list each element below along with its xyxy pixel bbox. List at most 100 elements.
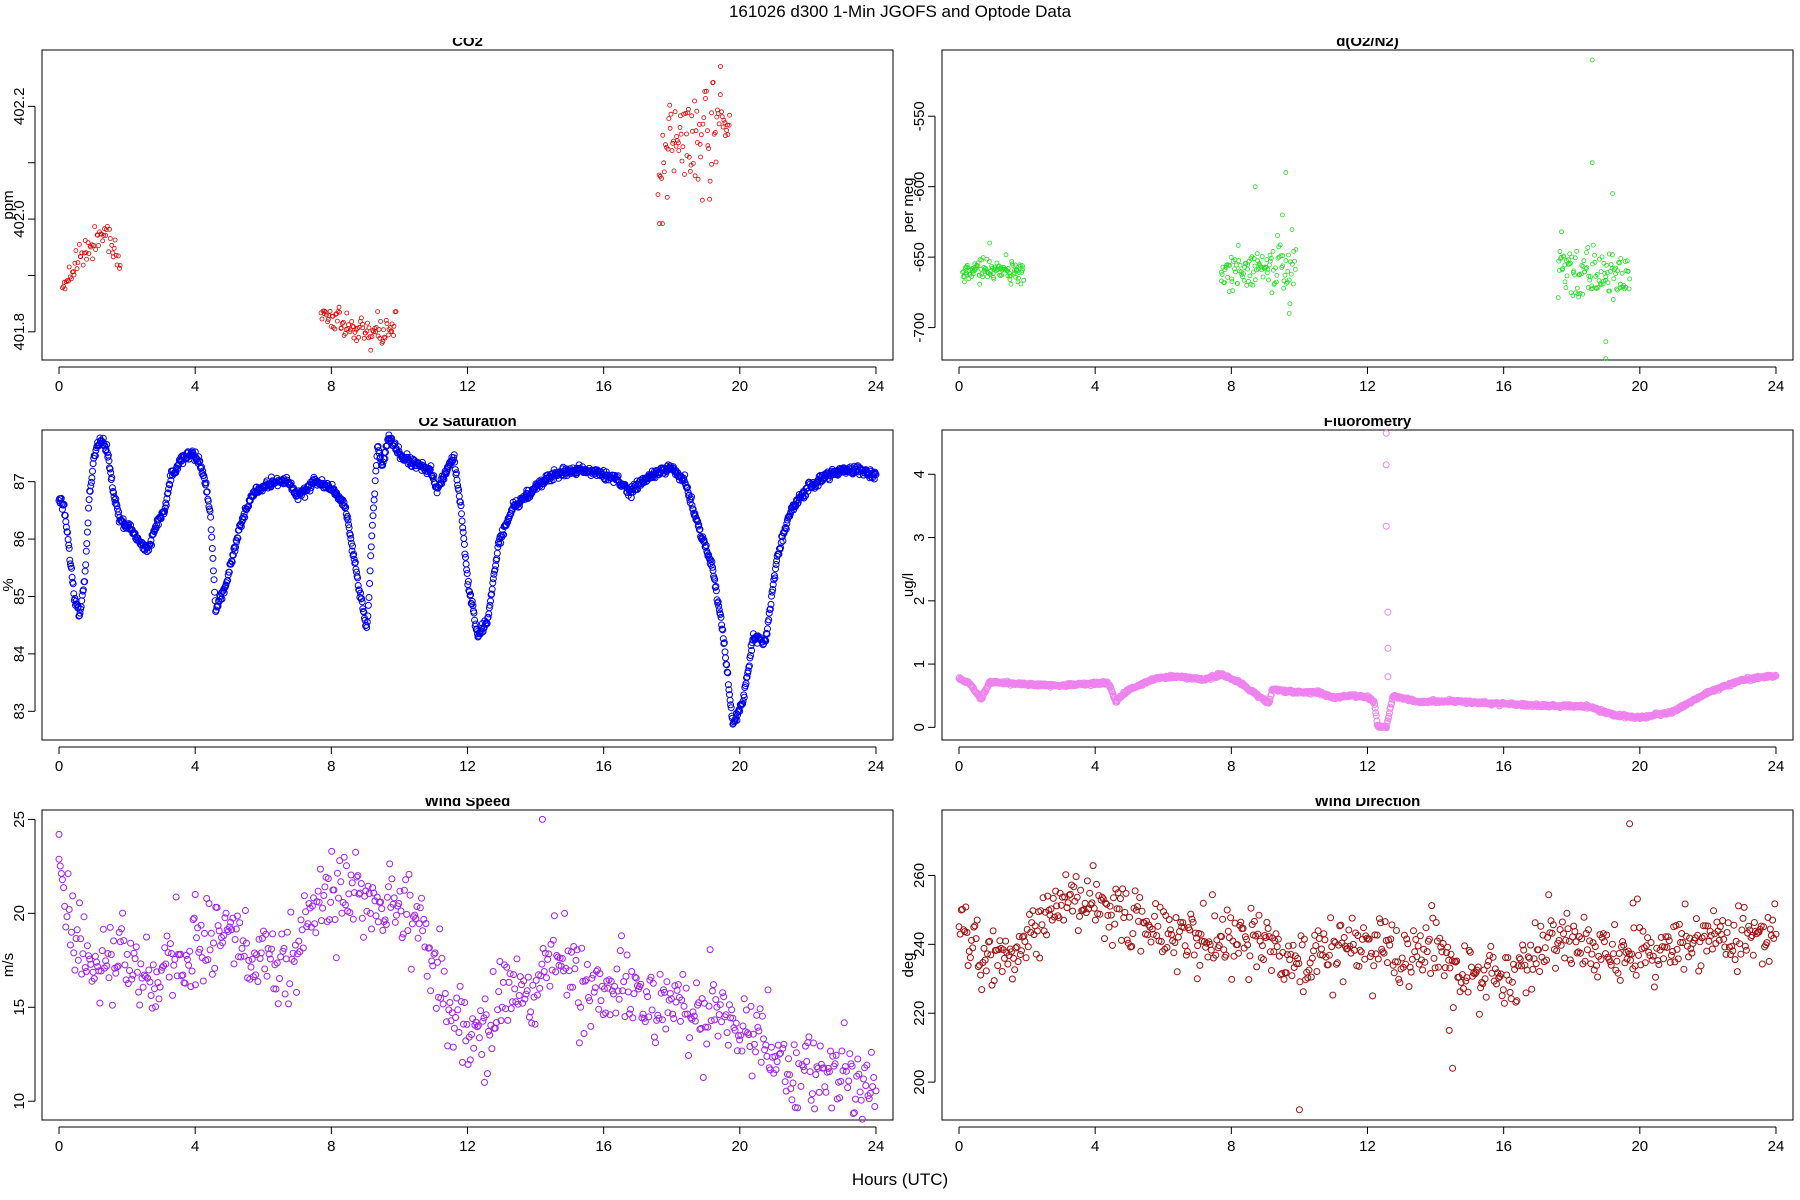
fluoro-point [1266, 695, 1274, 703]
wspd-point [423, 972, 431, 980]
wdir-point [1552, 964, 1559, 972]
wdir-point [1345, 926, 1353, 934]
wdir-point [1599, 930, 1607, 938]
co2-point [376, 326, 382, 332]
wspd-point [648, 1006, 656, 1014]
wspd-point [270, 985, 278, 993]
fluoro-point [1771, 671, 1779, 679]
wdir-point [1103, 900, 1111, 908]
o2sat-point [191, 448, 199, 456]
o2sat-point [349, 542, 356, 550]
wdir-point [1525, 954, 1533, 962]
wspd-point [571, 965, 579, 973]
wdir-point [1179, 919, 1187, 927]
fluoro-point [1383, 724, 1390, 732]
o2n2-point [1603, 356, 1609, 362]
wspd-point [148, 1004, 156, 1012]
wdir-point [1649, 952, 1657, 960]
wspd-point [199, 977, 207, 985]
wdir-point [1026, 910, 1033, 918]
wdir-point [1436, 934, 1444, 942]
wdir-point [1630, 924, 1638, 932]
wspd-point [437, 994, 445, 1002]
wdir-x-tick-label: 8 [1227, 1138, 1235, 1155]
o2n2-point [1225, 274, 1231, 280]
o2n2-point [1615, 287, 1620, 293]
o2sat-point [85, 496, 93, 504]
wspd-point [272, 985, 280, 993]
co2-point [100, 238, 106, 244]
wdir-x-tick-label: 16 [1495, 1138, 1512, 1155]
wdir-point [1633, 895, 1641, 903]
wspd-y-tick-label: 10 [11, 1093, 28, 1110]
co2-point [672, 109, 678, 115]
wspd-point [538, 815, 546, 823]
wdir-point [1089, 862, 1097, 870]
wspd-point [750, 1040, 758, 1048]
o2sat-point [718, 621, 726, 629]
o2sat-point [768, 592, 775, 600]
wspd-point [764, 986, 772, 994]
wdir-point [1403, 935, 1411, 943]
o2n2-point [1287, 301, 1293, 307]
wspd-point [710, 981, 717, 989]
wspd-point [222, 909, 230, 917]
wspd-point [720, 993, 728, 1001]
wspd-point [363, 907, 371, 915]
wspd-point [496, 958, 504, 965]
wspd-point [699, 1074, 707, 1081]
wspd-point [104, 950, 112, 957]
o2sat-point [148, 541, 156, 549]
wdir-point [1263, 918, 1271, 926]
wdir-point [1022, 954, 1030, 962]
wspd-point [800, 1066, 808, 1074]
wdir-point [1400, 931, 1408, 939]
o2n2-point [1021, 277, 1027, 283]
wspd-point [724, 1041, 732, 1049]
wspd-point [820, 1064, 828, 1072]
fluoro-point [1772, 672, 1780, 680]
fluoro-point [1388, 699, 1396, 707]
o2sat-point [202, 479, 210, 487]
wspd-point [597, 997, 605, 1005]
o2sat-point [462, 553, 469, 561]
o2sat-point [748, 647, 756, 654]
wdir-point [1475, 1010, 1483, 1018]
wspd-point [83, 942, 91, 950]
wdir-point [1275, 952, 1283, 960]
o2sat-point [366, 567, 374, 575]
wdir-y-tick-label: 240 [911, 932, 928, 957]
wspd-point [817, 1060, 825, 1068]
o2n2-point [1618, 256, 1624, 261]
o2n2-point [1012, 262, 1018, 268]
wdir-point [1566, 956, 1574, 964]
wspd-y-tick-label: 15 [11, 999, 28, 1016]
wdir-point [970, 923, 978, 931]
o2n2-point [1288, 271, 1294, 277]
co2-point [336, 304, 342, 310]
o2sat-point [709, 563, 716, 571]
wdir-point [1033, 927, 1041, 935]
wdir-point [1058, 893, 1066, 901]
wdir-y-tick-label: 220 [911, 1001, 928, 1026]
fluoro-point [1382, 429, 1390, 437]
wdir-point [1007, 948, 1015, 956]
wspd-point [773, 1058, 781, 1066]
wspd-point [290, 958, 298, 965]
o2sat-point [244, 503, 251, 511]
o2sat-point [210, 576, 218, 584]
o2sat-point [374, 442, 382, 450]
co2-point [346, 322, 351, 328]
wspd-point [86, 955, 94, 963]
o2sat-x-tick-label: 24 [868, 758, 885, 775]
o2sat-point [460, 540, 468, 548]
wdir-point [1215, 942, 1223, 950]
o2n2-point [1577, 290, 1583, 296]
wspd-point [271, 961, 279, 969]
co2-y-tick-label: 402.0 [11, 200, 28, 238]
wspd-point [619, 987, 627, 995]
o2n2-point [969, 273, 975, 279]
wdir-point [1635, 951, 1642, 959]
o2n2-point [966, 276, 972, 282]
